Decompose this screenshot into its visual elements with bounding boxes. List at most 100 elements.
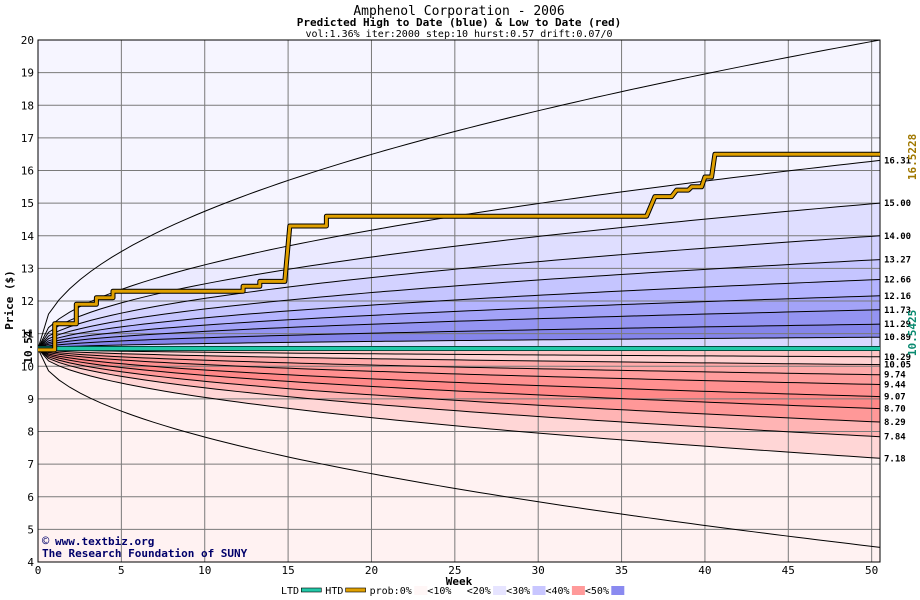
y-tick-label: 8	[27, 426, 34, 439]
htd-line	[38, 152, 880, 352]
x-tick-label: 10	[198, 564, 211, 577]
y-tick-label: 19	[21, 67, 34, 80]
y-tick-label: 7	[27, 458, 34, 471]
low-band-8	[38, 348, 880, 459]
legend-swatch	[345, 587, 366, 593]
legend: LTD HTD prob:0% <10% <20% <30% <40% <50%	[281, 586, 625, 597]
low-curve-label: 8.70	[884, 405, 906, 415]
low-band-9	[38, 348, 880, 548]
probability-curve	[37, 348, 881, 358]
probability-curve	[37, 348, 881, 366]
legend-label: LTD	[281, 586, 299, 597]
high-band-1	[38, 160, 880, 349]
y-tick-label: 10	[21, 360, 34, 373]
probability-curve	[37, 348, 881, 410]
ltd-final-label: 10.5425	[906, 310, 919, 356]
legend-swatch	[611, 586, 625, 595]
low-curve-label: 7.18	[884, 454, 906, 464]
y-tick-label: 11	[21, 328, 34, 341]
legend-swatch	[532, 586, 546, 595]
legend-label: <20%	[467, 586, 491, 597]
high-band-4	[38, 259, 880, 349]
probability-curve	[37, 348, 881, 459]
high-band-9	[38, 337, 880, 349]
credit-org: The Research Foundation of SUNY	[42, 547, 248, 560]
high-band-6	[38, 295, 880, 349]
probability-curve	[37, 348, 881, 423]
legend-swatch	[453, 586, 467, 595]
axis-ticks: 0 5 10 15 20 25 30 35 40 45 5045678910111213141516…	[21, 34, 879, 577]
probability-curves	[37, 39, 881, 548]
htd-final-label: 16.5228	[906, 134, 919, 180]
y-tick-label: 20	[21, 34, 34, 47]
legend-label: <10%	[427, 586, 451, 597]
low-curve-label: 9.44	[884, 381, 906, 391]
high-curve-label: 10.89	[884, 333, 911, 343]
high-curve-label: 13.27	[884, 256, 911, 266]
low-curve-label: 8.29	[884, 418, 906, 428]
legend-swatch	[493, 586, 507, 595]
high-band-3	[38, 235, 880, 349]
high-band-5	[38, 279, 880, 349]
y-tick-label: 15	[21, 197, 34, 210]
high-curve-label: 12.66	[884, 275, 911, 285]
x-tick-label: 5	[118, 564, 125, 577]
low-curve-label: 7.84	[884, 433, 906, 443]
low-band-7	[38, 348, 880, 437]
series	[38, 151, 880, 353]
plot-frame	[37, 39, 881, 563]
x-tick-label: 0	[35, 564, 42, 577]
y-tick-label: 14	[21, 230, 35, 243]
legend-swatch	[414, 586, 428, 595]
high-curve-label: 12.16	[884, 292, 911, 302]
probability-curve	[37, 336, 881, 350]
curve-end-labels: 16.31 15.00 14.00 13.27 12.66 12.16 11.73 11.29…	[884, 156, 911, 464]
x-tick-label: 15	[281, 564, 294, 577]
y-tick-label: 17	[21, 132, 34, 145]
low-band-1	[38, 348, 880, 365]
probability-curve	[37, 295, 881, 350]
y-axis-label: Price ($)	[3, 270, 16, 330]
start-price-label: 10.54	[22, 330, 35, 363]
grid	[37, 39, 881, 563]
x-tick-label: 45	[782, 564, 795, 577]
low-band-6	[38, 348, 880, 422]
probability-curve	[37, 348, 881, 398]
probability-curve	[37, 39, 881, 349]
y-tick-label: 18	[21, 99, 34, 112]
x-tick-label: 20	[365, 564, 378, 577]
high-curve-label: 11.29	[884, 320, 911, 330]
y-tick-label: 16	[21, 165, 34, 178]
low-curve-label: 9.74	[884, 371, 906, 381]
probability-curve	[37, 323, 881, 350]
high-curve-label: 11.73	[884, 306, 911, 316]
y-tick-label: 5	[27, 523, 34, 536]
high-band-7	[38, 309, 880, 349]
high-curve-label: 15.00	[884, 199, 911, 209]
legend-label: <50%	[585, 586, 609, 597]
probability-curve	[37, 309, 881, 350]
x-axis-label: Week	[446, 575, 473, 588]
copyright-icon: ©	[42, 534, 50, 548]
low-curve-label: 10.29	[884, 353, 911, 363]
y-tick-label: 9	[27, 393, 34, 406]
x-tick-label: 25	[448, 564, 461, 577]
legend-label: prob:0%	[370, 586, 412, 597]
x-tick-label: 30	[532, 564, 545, 577]
chart-title: Amphenol Corporation - 2006	[353, 4, 564, 19]
legend-label: HTD	[325, 586, 343, 597]
probability-curve	[37, 259, 881, 349]
legend-label: <40%	[546, 586, 570, 597]
probability-curve	[37, 348, 881, 438]
x-tick-label: 50	[865, 564, 878, 577]
chart-subtitle: Predicted High to Date (blue) & Low to D…	[297, 16, 622, 29]
credit-url: www.textbiz.org	[55, 535, 154, 548]
probability-curve	[37, 235, 881, 349]
y-tick-label: 4	[27, 556, 34, 569]
high-band-2	[38, 203, 880, 349]
high-band-0	[38, 40, 880, 349]
legend-label: <30%	[506, 586, 530, 597]
low-band-5	[38, 348, 880, 409]
probability-curve	[37, 348, 881, 548]
